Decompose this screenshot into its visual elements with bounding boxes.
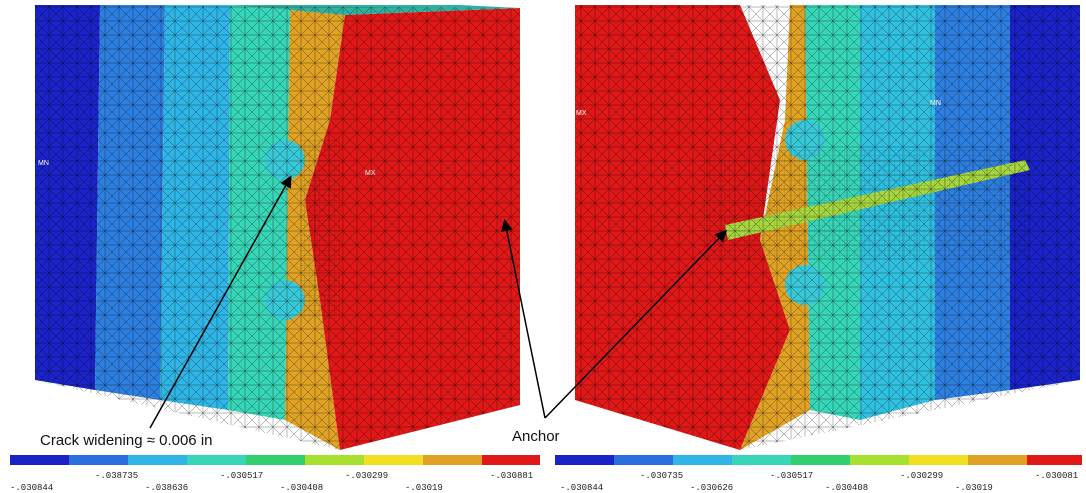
annotation: Crack widening ≈ 0.006 in <box>40 432 213 449</box>
colorbar: -.030735 -.030517 -.030299 -.030081 -.03… <box>555 455 1082 493</box>
colorbar-label: -.03019 <box>405 483 443 493</box>
colorbar-label: -.03019 <box>955 483 993 493</box>
colorbar-label: -.038636 <box>145 483 188 493</box>
colorbar-label: -.038735 <box>95 471 138 481</box>
colorbar-label: -.030408 <box>825 483 868 493</box>
colorbar-label: -.030081 <box>1035 471 1078 481</box>
colorbar-label: -.030626 <box>690 483 733 493</box>
annotation: Anchor <box>512 428 560 445</box>
colorbar-label: -.030517 <box>220 471 263 481</box>
colorbar-label: -.030299 <box>345 471 388 481</box>
colorbar-label: -.030844 <box>10 483 53 493</box>
mesh-label: MN <box>38 160 49 167</box>
colorbar-label: -.030844 <box>560 483 603 493</box>
mesh-label: MN <box>930 100 941 107</box>
colorbar-label: -.030517 <box>770 471 813 481</box>
right-panel: MX MN <box>575 5 1080 450</box>
figure: MN MX Crack widening ≈ 0.006 in MX MN An… <box>0 0 1086 493</box>
mesh-label: MX <box>365 170 376 177</box>
colorbar-label: -.030881 <box>490 471 533 481</box>
colorbar-label: -.030735 <box>640 471 683 481</box>
colorbar: -.038735 -.030517 -.030299 -.030881 -.03… <box>10 455 540 493</box>
colorbar-label: -.030299 <box>900 471 943 481</box>
left-panel: MN MX Crack widening ≈ 0.006 in <box>35 5 520 450</box>
colorbar-label: -.030408 <box>280 483 323 493</box>
mesh-label: MX <box>576 110 587 117</box>
